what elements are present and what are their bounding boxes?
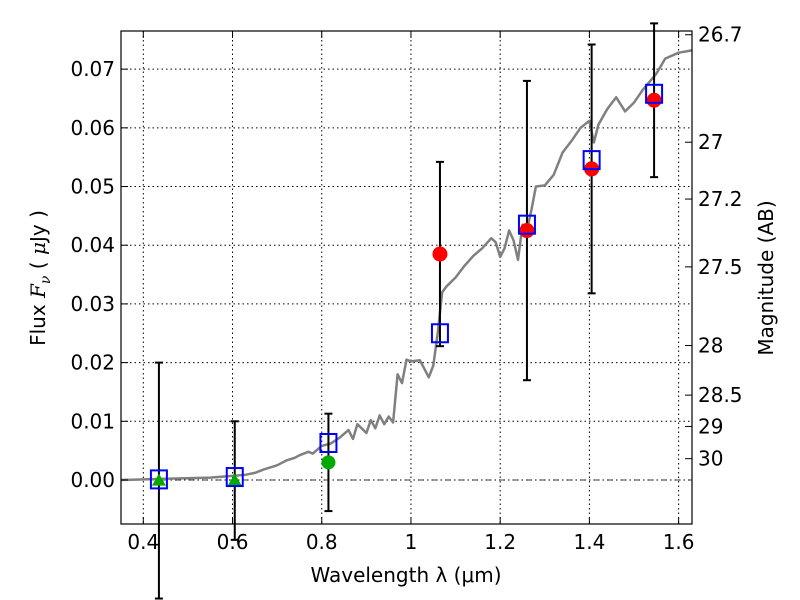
y2-tick-label: 27.2 xyxy=(698,187,743,211)
model-point-marker xyxy=(319,433,338,454)
y-tick-label: 0.07 xyxy=(70,57,115,81)
plot-frame xyxy=(120,30,693,525)
nir-point-marker xyxy=(646,92,662,108)
x-tick-label: 1 xyxy=(405,530,418,554)
y-axis-label: Flux Fν ( μJy ) xyxy=(26,210,54,346)
optical-point-marker xyxy=(151,473,166,486)
y2-tick-label: 27.5 xyxy=(698,255,743,279)
model-point-marker xyxy=(582,150,601,171)
axis-ticks: 0.4 0.6 0.8 1 1.2 1.4 1.6 0.00 0.01 0.02 0.03 0.04 0… xyxy=(70,23,742,554)
x-tick-label: 0.4 xyxy=(127,530,159,554)
x-tick-label: 0.8 xyxy=(306,530,338,554)
y2-tick-label: 28 xyxy=(698,334,723,358)
x-tick-label: 1.6 xyxy=(663,530,695,554)
grid xyxy=(121,31,692,524)
model-point-marker xyxy=(430,323,449,344)
y-tick-label: 0.04 xyxy=(70,233,115,257)
x-tick-label: 1.4 xyxy=(573,530,605,554)
x-tick-label: 1.2 xyxy=(484,530,516,554)
model-point-marker xyxy=(645,83,664,104)
y2-tick-label: 28.5 xyxy=(698,383,743,407)
y2-axis-label: Magnitude (AB) xyxy=(754,200,778,355)
y-tick-label: 0.01 xyxy=(70,409,115,433)
y-tick-label: 0.03 xyxy=(70,292,115,316)
model-point-marker xyxy=(149,469,168,490)
x-axis-label: Wavelength λ (μm) xyxy=(310,563,501,587)
y-tick-label: 0.06 xyxy=(70,116,115,140)
y-tick-label: 0.02 xyxy=(70,351,115,375)
y2-tick-label: 30 xyxy=(698,447,723,471)
model-point-marker xyxy=(225,467,244,488)
data-markers xyxy=(149,22,664,600)
y-tick-label: 0.00 xyxy=(70,468,115,492)
z-point-marker xyxy=(321,455,336,470)
nir-point-marker xyxy=(432,246,448,262)
x-tick-label: 0.6 xyxy=(217,530,249,554)
optical-point-marker xyxy=(227,473,242,486)
y2-tick-label: 26.7 xyxy=(698,23,743,47)
y2-tick-label: 29 xyxy=(698,414,723,438)
y2-tick-label: 27 xyxy=(698,130,723,154)
y-tick-label: 0.05 xyxy=(70,175,115,199)
nir-point-marker xyxy=(519,223,535,239)
model-point-marker xyxy=(517,214,536,235)
